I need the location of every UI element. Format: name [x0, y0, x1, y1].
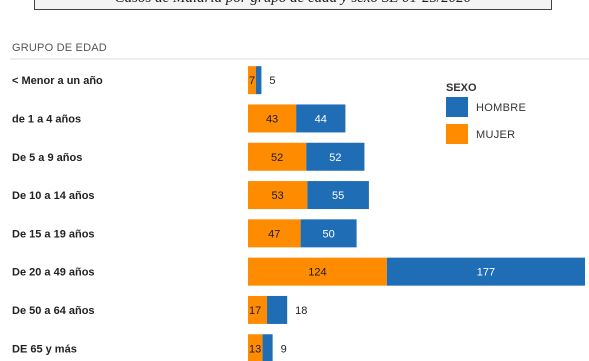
bar-hombre-de-10-a-14-anos: [307, 181, 369, 210]
legend-title: SEXO: [446, 82, 477, 94]
title-band: Casos de Malaria por grupo de edad y sex…: [0, 0, 589, 10]
data-label-mujer-de-1-a-4-anos: 43: [266, 113, 278, 125]
data-label-hombre-menor-a-un-ano: 5: [269, 75, 275, 87]
bar-mujer-de-65-y-mas: [248, 334, 263, 361]
category-label-de-20-a-49-anos: De 20 a 49 años: [12, 267, 95, 279]
legend-label-hombre: HOMBRE: [476, 102, 526, 114]
bar-hombre-de-1-a-4-anos: [296, 104, 346, 133]
bar-hombre-de-65-y-mas: [262, 334, 273, 361]
category-label-de-65-y-mas: DE 65 y más: [12, 343, 77, 355]
data-label-mujer-de-65-y-mas: 13: [249, 343, 261, 355]
category-label-de-50-a-64-anos: De 50 a 64 años: [12, 305, 95, 317]
data-label-hombre-de-10-a-14-anos: 55: [332, 190, 344, 202]
bar-mujer-de-1-a-4-anos: [248, 104, 297, 133]
data-label-hombre-de-65-y-mas: 9: [281, 343, 287, 355]
bar-mujer-de-5-a-9-anos: [248, 142, 307, 171]
category-label-de-1-a-4-anos: de 1 a 4 años: [12, 113, 81, 125]
bar-hombre-de-50-a-64-anos: [267, 295, 288, 324]
bar-hombre-de-15-a-19-anos: [300, 219, 357, 248]
category-label-de-10-a-14-anos: De 10 a 14 años: [12, 190, 95, 202]
data-label-mujer-de-15-a-19-anos: 47: [268, 228, 280, 240]
bar-mujer-de-50-a-64-anos: [248, 295, 268, 324]
category-label-de-15-a-19-anos: De 15 a 19 años: [12, 228, 95, 240]
legend: SEXO HOMBRE MUJER: [446, 82, 526, 144]
data-label-mujer-de-10-a-14-anos: 53: [272, 190, 284, 202]
bar-mujer-de-20-a-49-anos: [248, 257, 387, 286]
bar-mujer-de-10-a-14-anos: [248, 181, 308, 210]
data-label-hombre-de-1-a-4-anos: 44: [315, 113, 327, 125]
data-label-hombre-de-20-a-49-anos: 177: [477, 267, 495, 279]
bar-hombre-de-20-a-49-anos: [386, 257, 585, 286]
legend-swatch-hombre: [446, 97, 468, 117]
data-label-hombre-de-5-a-9-anos: 52: [329, 152, 341, 164]
data-label-hombre-de-15-a-19-anos: 50: [322, 228, 334, 240]
data-label-mujer-menor-a-un-ano: 7: [249, 75, 255, 87]
legend-swatch-mujer: [446, 124, 468, 144]
category-label-menor-a-un-ano: < Menor a un año: [12, 75, 103, 87]
data-label-mujer-de-20-a-49-anos: 124: [308, 267, 326, 279]
data-label-hombre-de-50-a-64-anos: 18: [295, 305, 307, 317]
category-axis-title: GRUPO DE EDAD: [12, 42, 107, 54]
data-label-mujer-de-50-a-64-anos: 17: [249, 305, 261, 317]
category-label-de-5-a-9-anos: De 5 a 9 años: [12, 152, 82, 164]
chart-rows: < Menor a un año 7 5 de 1 a 4 años 43 44 De 5 …: [12, 66, 585, 361]
bar-hombre-menor-a-un-ano: [255, 66, 262, 95]
legend-label-mujer: MUJER: [476, 129, 515, 141]
bar-hombre-de-5-a-9-anos: [306, 142, 365, 171]
bar-mujer-menor-a-un-ano: [248, 66, 256, 95]
data-label-mujer-de-5-a-9-anos: 52: [271, 152, 283, 164]
chart-title: Casos de Malaria por grupo de edad y sex…: [34, 0, 552, 10]
bar-mujer-de-15-a-19-anos: [248, 219, 301, 248]
